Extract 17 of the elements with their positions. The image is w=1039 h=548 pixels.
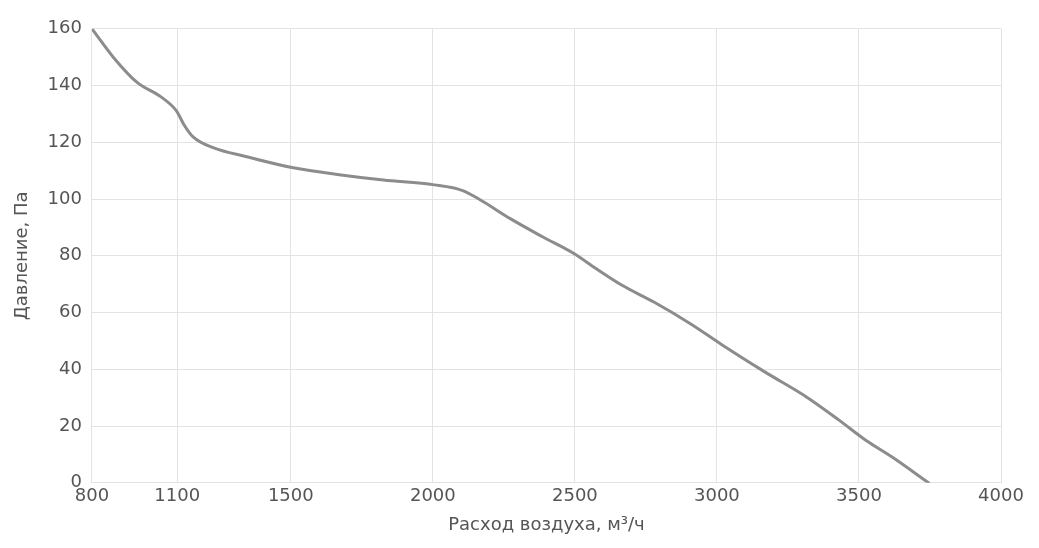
y-axis-title: Давление, Па <box>10 191 32 321</box>
x-tick-label: 3500 <box>836 484 882 506</box>
y-tick-label: 160 <box>47 16 82 38</box>
x-tick-label: 1100 <box>154 484 201 506</box>
x-tick-label: 1500 <box>267 484 314 506</box>
x-tick-label: 3000 <box>694 484 740 506</box>
x-axis-title: Расход воздуха, м³/ч <box>448 512 645 534</box>
y-tick-label: 120 <box>47 129 82 151</box>
y-tick-label: 80 <box>59 243 82 265</box>
y-tick-label: 100 <box>47 186 82 208</box>
x-tick-label: 2500 <box>551 484 598 506</box>
y-tick-label: 40 <box>59 356 82 378</box>
y-tick-label: 140 <box>47 73 82 95</box>
x-tick-label: 4000 <box>978 484 1024 506</box>
y-tick-label: 60 <box>59 300 82 322</box>
x-tick-label: 2000 <box>409 484 456 506</box>
y-tick-label: 20 <box>59 413 82 435</box>
